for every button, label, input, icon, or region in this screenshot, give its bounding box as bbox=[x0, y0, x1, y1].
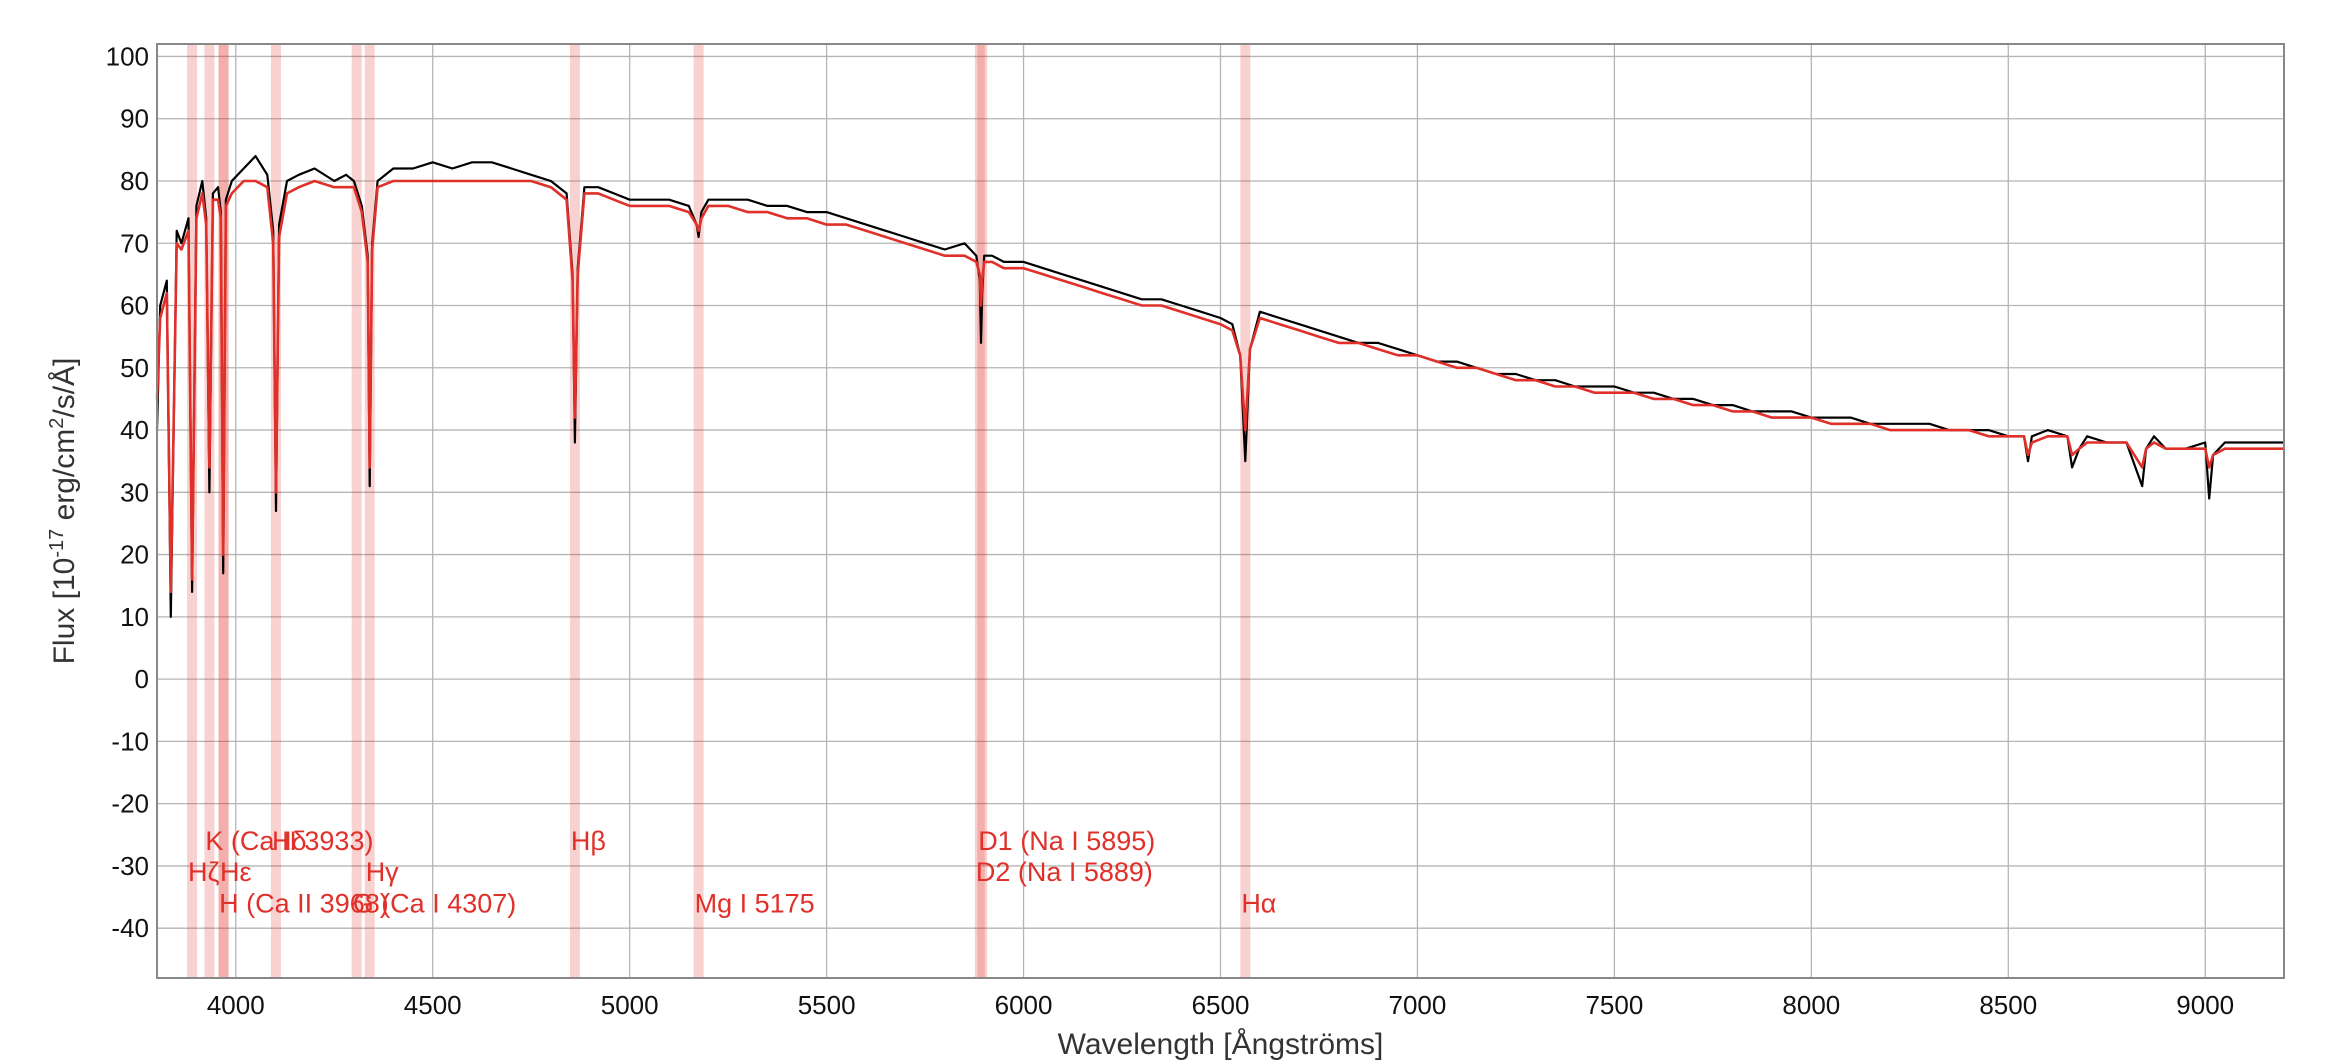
spectral-line-label: Hβ bbox=[571, 826, 606, 856]
y-axis-title-sup: 2 bbox=[46, 418, 68, 429]
x-axis-title: Wavelength [Ångströms] bbox=[1058, 1028, 1384, 1061]
y-tick-label: 90 bbox=[120, 104, 149, 134]
x-tick-label: 7000 bbox=[1389, 990, 1447, 1020]
y-axis-title-part: /s/Å] bbox=[48, 358, 81, 418]
model-fit-line bbox=[155, 179, 2284, 594]
y-tick-label: 70 bbox=[120, 228, 149, 258]
x-tick-label: 6000 bbox=[995, 990, 1053, 1020]
y-axis-title-part: erg/cm bbox=[48, 429, 81, 529]
grid-lines bbox=[157, 44, 2284, 978]
y-tick-label: 30 bbox=[120, 477, 149, 507]
y-tick-label: 100 bbox=[106, 41, 149, 71]
y-tick-label: 60 bbox=[120, 291, 149, 321]
spectral-line-label: K (Ca II 3933) bbox=[205, 826, 373, 856]
y-tick-label: 40 bbox=[120, 415, 149, 445]
spectral-line-label: Hζ bbox=[188, 857, 219, 887]
spectral-line-band bbox=[569, 44, 580, 978]
y-tick-label: -20 bbox=[111, 789, 149, 819]
series-lines bbox=[155, 155, 2284, 618]
observed-spectrum-line bbox=[155, 155, 2284, 618]
spectral-line-label: Hα bbox=[1241, 888, 1276, 918]
spectral-line-label: G (Ca I 4307) bbox=[353, 888, 517, 918]
x-tick-label: 8500 bbox=[1979, 990, 2037, 1020]
spectral-line-label: Hγ bbox=[366, 857, 399, 887]
x-tick-labels: 4000 4500 5000 5500 6000 6500 7000 7500 8000 8500… bbox=[207, 990, 2234, 1020]
spectral-line-label: H (Ca II 3968) bbox=[219, 888, 389, 918]
spectral-line-band bbox=[693, 44, 704, 978]
y-tick-label: 80 bbox=[120, 166, 149, 196]
y-axis-title-part: Flux [10 bbox=[48, 558, 81, 665]
y-tick-label: -10 bbox=[111, 726, 149, 756]
spectral-line-label: Hε bbox=[220, 857, 252, 887]
y-tick-label: -30 bbox=[111, 851, 149, 881]
spectral-line-label: Hδ bbox=[272, 826, 307, 856]
spectral-line-label: Mg I 5175 bbox=[695, 888, 815, 918]
y-tick-label: 50 bbox=[120, 353, 149, 383]
spectral-line-band bbox=[1240, 44, 1251, 978]
spectral-line-band bbox=[974, 44, 985, 978]
x-tick-label: 7500 bbox=[1585, 990, 1643, 1020]
spectral-line-band bbox=[977, 44, 988, 978]
spectral-line-band bbox=[364, 44, 375, 978]
plot-frame bbox=[156, 43, 2285, 979]
spectral-line-band bbox=[351, 44, 362, 978]
y-tick-label: -40 bbox=[111, 913, 149, 943]
x-tick-label: 4000 bbox=[207, 990, 265, 1020]
spectral-line-band bbox=[204, 44, 215, 978]
y-axis-title: Flux [10-17 erg/cm2/s/Å] bbox=[46, 358, 81, 665]
y-axis-title-sup: -17 bbox=[46, 529, 68, 558]
x-tick-label: 8000 bbox=[1782, 990, 1840, 1020]
x-tick-label: 5000 bbox=[601, 990, 659, 1020]
x-tick-label: 6500 bbox=[1192, 990, 1250, 1020]
y-tick-label: 20 bbox=[120, 540, 149, 570]
x-tick-label: 9000 bbox=[2176, 990, 2234, 1020]
y-tick-label: 10 bbox=[120, 602, 149, 632]
x-tick-label: 4500 bbox=[404, 990, 462, 1020]
spectral-line-labels: HζK (Ca II 3933)HεH (Ca II 3968) Hδ G (Ca … bbox=[188, 826, 1276, 918]
spectral-line-label: D1 (Na I 5895) bbox=[978, 826, 1155, 856]
spectral-line-label: D2 (Na I 5889) bbox=[976, 857, 1153, 887]
y-tick-label: 0 bbox=[135, 664, 149, 694]
x-tick-label: 5500 bbox=[798, 990, 856, 1020]
